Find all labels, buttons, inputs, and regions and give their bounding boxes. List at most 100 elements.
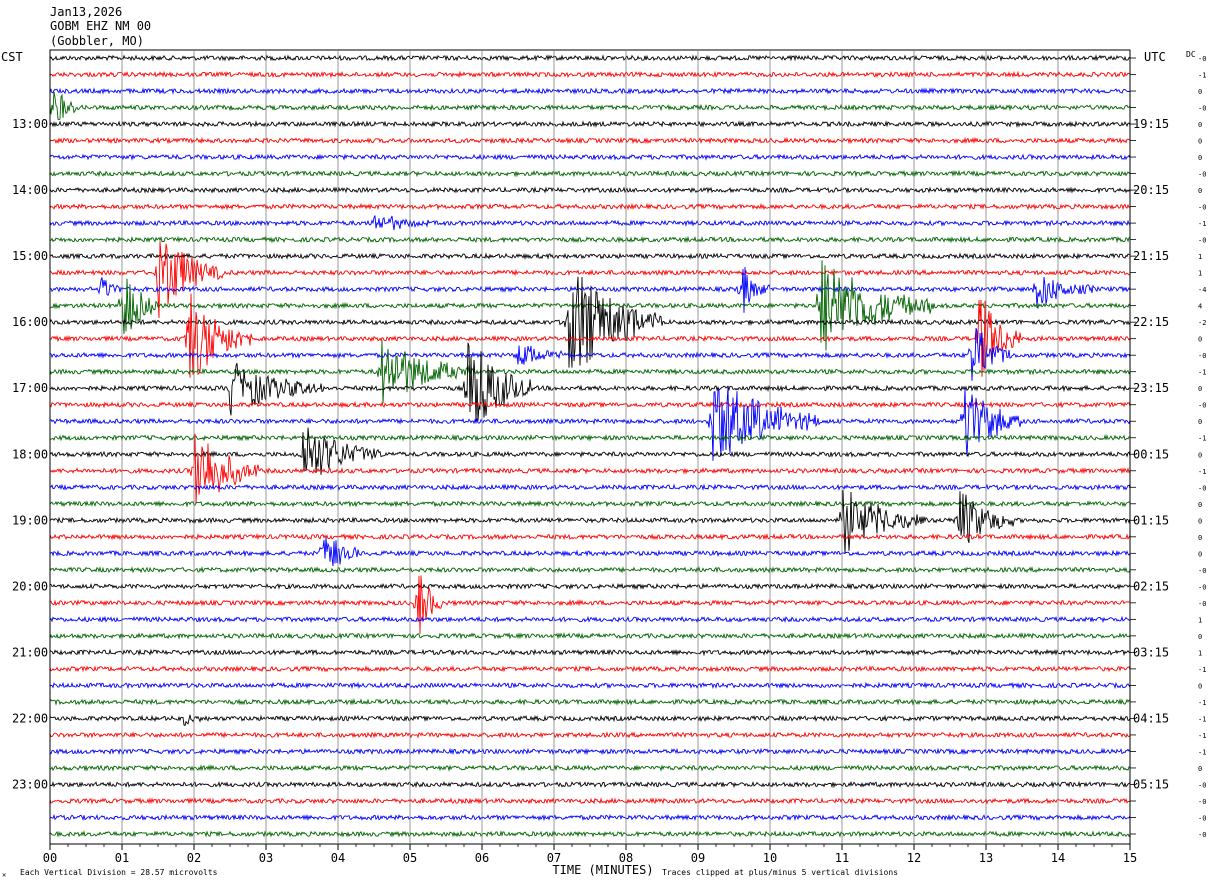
dc-offset-label: 0 [1198, 88, 1202, 96]
trace-line [49, 387, 1131, 461]
x-tick-label: 08 [619, 851, 633, 865]
dc-offset-label: -0 [1198, 831, 1206, 839]
x-tick-label: 15 [1123, 851, 1137, 865]
left-hour-label: 17:00 [12, 381, 48, 395]
x-tick-label: 13 [979, 851, 993, 865]
left-hour-label: 21:00 [12, 645, 48, 659]
dc-offset-label: -0 [1198, 781, 1206, 789]
dc-label: DC [1186, 50, 1196, 59]
dc-offset-label: -0 [1198, 55, 1206, 63]
dc-offset-label: -1 [1198, 72, 1206, 80]
dc-offset-label: -0 [1198, 171, 1206, 179]
trace-line [49, 54, 1131, 62]
trace-line [49, 340, 1131, 404]
trace-line [49, 202, 1131, 211]
trace-line [49, 266, 1131, 313]
trace-line [49, 120, 1131, 128]
footer-symbol: ✕ [2, 871, 6, 879]
dc-offset-label: 0 [1198, 451, 1202, 459]
trace-line [49, 575, 1130, 634]
dc-offset-label: 4 [1198, 303, 1202, 311]
footer-clip: Traces clipped at plus/minus 5 vertical … [662, 868, 898, 877]
trace-line [49, 830, 1131, 838]
dc-offset-label: -1 [1198, 666, 1206, 674]
dc-offset-label: 0 [1198, 517, 1202, 525]
header-date: Jan13,2026 [50, 5, 122, 19]
left-timezone-label: CST [1, 50, 23, 64]
trace-line [49, 532, 1131, 541]
trace-line [49, 276, 1131, 368]
trace-line [49, 433, 1131, 442]
dc-offset-label: -0 [1198, 484, 1206, 492]
trace-line [49, 87, 1131, 95]
right-hour-label: 00:15 [1133, 447, 1169, 461]
dc-offset-label: -0 [1198, 600, 1206, 608]
dc-offset-label: -2 [1198, 319, 1206, 327]
x-tick-label: 05 [403, 851, 417, 865]
dc-offset-label: -1 [1198, 369, 1206, 377]
dc-offset-label: -1 [1198, 435, 1206, 443]
right-hour-label: 02:15 [1133, 579, 1169, 593]
dc-offset-label: 1 [1198, 616, 1202, 624]
trace-line [49, 681, 1131, 690]
x-tick-label: 02 [187, 851, 201, 865]
dc-offset-label: -1 [1198, 715, 1206, 723]
x-tick-label: 14 [1051, 851, 1065, 865]
left-hour-label: 13:00 [12, 117, 48, 131]
footer-division: Each Vertical Division = 28.57 microvolt… [20, 868, 218, 877]
trace-line [49, 797, 1131, 805]
dc-offset-label: 1 [1198, 253, 1202, 261]
dc-offset-label: -0 [1198, 352, 1206, 360]
trace-line [49, 235, 1131, 244]
dc-offset-label: -1 [1198, 468, 1206, 476]
trace-line [49, 241, 1131, 319]
trace-line [49, 615, 1131, 624]
trace-line [49, 153, 1131, 161]
right-timezone-label: UTC [1144, 50, 1166, 64]
dc-offset-label: -1 [1198, 748, 1206, 756]
dc-offset-label: -0 [1198, 798, 1206, 806]
trace-line [49, 433, 1131, 504]
trace-line [49, 665, 1131, 673]
dc-offset-label: -0 [1198, 402, 1206, 410]
right-hour-label: 19:15 [1133, 117, 1169, 131]
right-hour-label: 01:15 [1133, 513, 1169, 527]
dc-offset-label: 0 [1198, 501, 1202, 509]
dc-offset-label: 0 [1198, 336, 1202, 344]
dc-offset-label: -0 [1198, 105, 1206, 113]
dc-offset-label: -0 [1198, 204, 1206, 212]
dc-offset-label: -1 [1198, 220, 1206, 228]
trace-line [49, 400, 1131, 409]
dc-offset-label: 0 [1198, 187, 1202, 195]
x-tick-label: 01 [115, 851, 129, 865]
left-hour-label: 19:00 [12, 513, 48, 527]
trace-line [49, 714, 1131, 727]
dc-offset-label: -0 [1198, 814, 1206, 822]
left-hour-label: 16:00 [12, 315, 48, 329]
dc-offset-label: 0 [1198, 534, 1202, 542]
dc-offset-label: 0 [1198, 121, 1202, 129]
right-hour-label: 05:15 [1133, 777, 1169, 791]
x-tick-label: 12 [907, 851, 921, 865]
dc-offset-label: 0 [1198, 154, 1202, 162]
left-hour-label: 18:00 [12, 447, 48, 461]
dc-offset-label: 1 [1198, 649, 1202, 657]
right-hour-label: 20:15 [1133, 183, 1169, 197]
left-hour-label: 15:00 [12, 249, 48, 263]
axis-text: 00 01 02 03 04 05 06 07 08 09 10 11 12 13 14 15-0-10-00… [12, 55, 1206, 865]
trace-line [49, 499, 1131, 508]
dc-offset-label: 0 [1198, 682, 1202, 690]
trace-line [49, 648, 1131, 657]
trace-line [49, 260, 1131, 351]
left-hour-label: 14:00 [12, 183, 48, 197]
trace-line [49, 91, 1131, 121]
x-tick-label: 06 [475, 851, 489, 865]
header-location: (Gobbler, MO) [50, 34, 144, 48]
trace-line [49, 764, 1131, 772]
left-hour-label: 23:00 [12, 777, 48, 791]
trace-line [49, 698, 1131, 706]
dc-offset-label: 0 [1198, 550, 1202, 558]
trace-line [49, 731, 1131, 739]
x-tick-label: 00 [43, 851, 57, 865]
